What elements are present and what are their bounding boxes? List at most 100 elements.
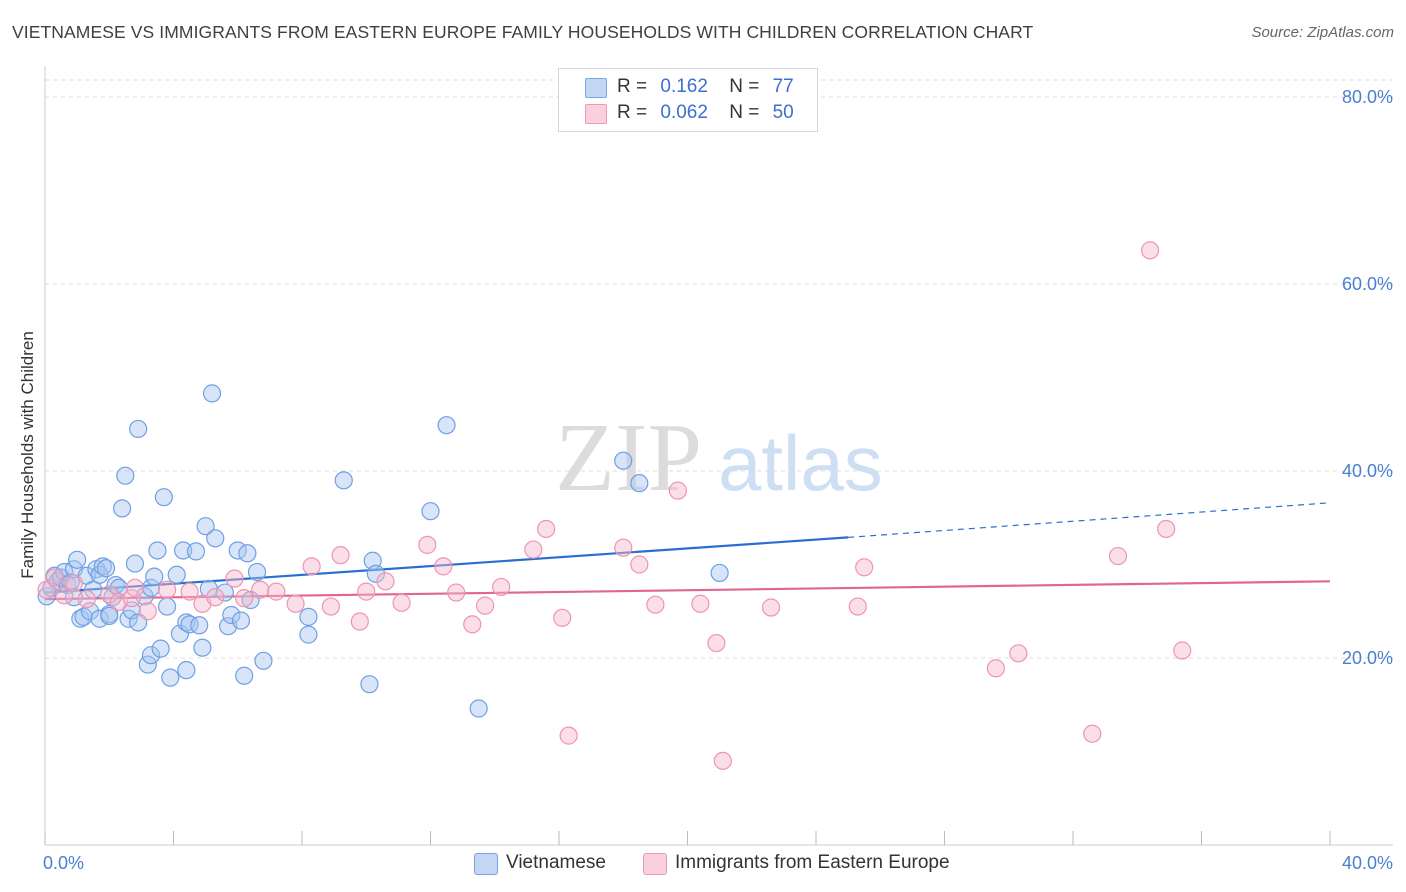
vietnamese-point (93, 557, 112, 576)
vietnamese-point (215, 583, 234, 602)
bottom-legend-label-vietnamese: Vietnamese (506, 852, 606, 873)
vietnamese-point (235, 666, 254, 685)
vietnamese-point (469, 699, 488, 718)
vietnamese-point (614, 451, 633, 470)
vietnamese-point (141, 646, 161, 665)
vietnamese-point (193, 638, 212, 657)
legend-r-label: R = (617, 102, 648, 123)
eastern-europe-point (392, 593, 411, 612)
watermark-atlas: atlas (718, 419, 883, 507)
eastern-europe-point (848, 597, 867, 616)
eastern-europe-point (1108, 546, 1128, 566)
vietnamese-point (141, 578, 161, 597)
eastern-europe-point (559, 726, 578, 745)
data-points (37, 241, 1192, 770)
legend-r-value: 0.062 (660, 102, 708, 123)
eastern-europe-point (463, 615, 482, 634)
eastern-europe-point (157, 580, 177, 599)
legend-n-value: 50 (772, 102, 794, 123)
vietnamese-point (116, 466, 135, 485)
x-tick-label: 40.0% (1342, 853, 1393, 873)
eastern-europe-point (206, 588, 225, 607)
bottom-legend-swatch-vietnamese (474, 853, 498, 875)
y-tick-label: 60.0% (1342, 274, 1393, 294)
vietnamese-point (129, 419, 148, 439)
vietnamese-point (710, 563, 729, 583)
eastern-europe-point (646, 595, 665, 614)
vietnamese-point (334, 471, 353, 490)
vietnamese-point (437, 416, 456, 435)
eastern-europe-point (614, 538, 633, 557)
legend-swatch-vietnamese (585, 78, 607, 98)
vietnamese-point (190, 616, 209, 635)
vietnamese-point (145, 567, 164, 586)
vietnamese-point (222, 605, 241, 625)
watermark-zip: ZIP (555, 404, 702, 512)
watermark: ZIP atlas (555, 404, 883, 512)
vietnamese-point (366, 564, 385, 583)
vietnamese-trend-extension (848, 502, 1331, 538)
vietnamese-point (186, 542, 206, 561)
bottom-legend-swatch-eastern-europe (643, 853, 667, 875)
eastern-europe-point (251, 580, 270, 599)
vietnamese-point (112, 499, 132, 518)
vietnamese-point (180, 615, 199, 634)
eastern-europe-point (286, 594, 305, 613)
eastern-europe-point (418, 535, 437, 554)
vietnamese-point (254, 651, 273, 670)
eastern-europe-point (267, 582, 286, 601)
eastern-europe-point (225, 569, 244, 588)
y-axis-title: Family Households with Children (18, 331, 37, 579)
chart-title: VIETNAMESE VS IMMIGRANTS FROM EASTERN EU… (12, 22, 1034, 42)
eastern-europe-point (691, 594, 710, 613)
eastern-europe-point (1083, 724, 1102, 743)
eastern-europe-point (331, 546, 350, 565)
eastern-europe-point (77, 589, 96, 609)
legend-n-value: 77 (772, 76, 794, 97)
legend-swatch-eastern-europe (585, 104, 607, 124)
vietnamese-point (202, 384, 222, 403)
eastern-europe-point (122, 589, 141, 608)
vietnamese-point (630, 474, 649, 493)
vietnamese-point (299, 625, 318, 644)
eastern-europe-point (447, 583, 466, 602)
legend-n-label: N = (729, 76, 760, 97)
vietnamese-point (299, 607, 318, 626)
tick-labels: 20.0% 40.0% 60.0% 80.0% 0.0% 40.0% (43, 87, 1393, 873)
eastern-europe-point (357, 582, 376, 601)
eastern-europe-point (713, 751, 732, 770)
vietnamese-point (157, 597, 177, 616)
vietnamese-point (71, 609, 90, 628)
eastern-europe-point (64, 574, 84, 593)
eastern-europe-point (668, 481, 687, 500)
vietnamese-point (68, 550, 87, 569)
vietnamese-point (174, 541, 193, 560)
eastern-europe-point (100, 585, 119, 604)
vietnamese-point (247, 562, 267, 582)
bottom-legend-label-eastern-europe: Immigrants from Eastern Europe (675, 852, 950, 873)
eastern-europe-point (55, 586, 74, 605)
vietnamese-point (196, 517, 215, 536)
eastern-europe-point (1009, 644, 1028, 663)
axes (44, 66, 1393, 846)
eastern-europe-point (630, 555, 649, 574)
vietnamese-point (154, 488, 173, 507)
eastern-europe-point (321, 597, 341, 616)
x-tick-label: 0.0% (43, 853, 84, 873)
y-tick-label: 40.0% (1342, 461, 1393, 481)
vietnamese-point (360, 675, 379, 694)
y-tick-label: 80.0% (1342, 87, 1393, 107)
legend-r-value: 0.162 (660, 76, 708, 97)
vietnamese-point (100, 606, 119, 626)
eastern-europe-point (855, 558, 874, 577)
vietnamese-point (96, 559, 116, 578)
vietnamese-point (125, 554, 145, 573)
eastern-europe-point (1173, 641, 1192, 660)
eastern-europe-point (1157, 519, 1176, 539)
vietnamese-point (421, 502, 440, 521)
eastern-europe-point (434, 557, 453, 576)
eastern-europe-point (476, 596, 495, 615)
vietnamese-point (161, 668, 180, 687)
legend-n-label: N = (729, 102, 760, 123)
